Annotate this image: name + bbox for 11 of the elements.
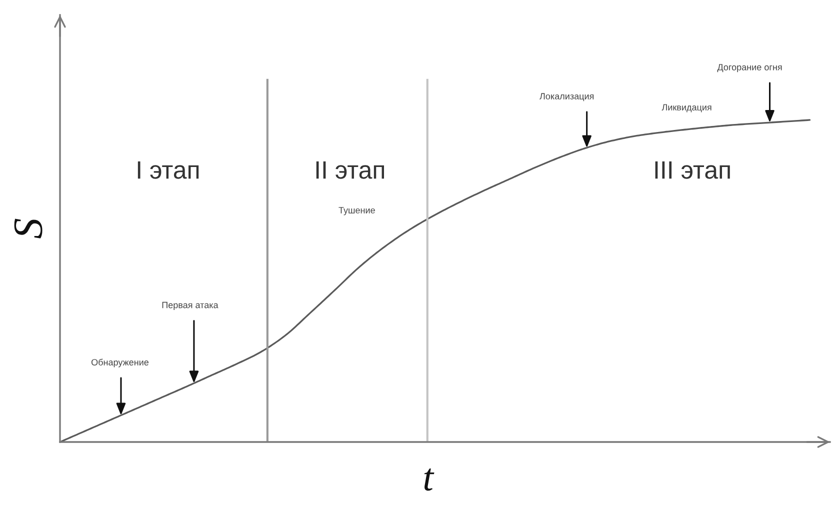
annotation: II этап (316, 161, 384, 179)
annotation: Обнаружение (91, 358, 148, 368)
annotation: Первая атака (162, 302, 218, 310)
text: Локализация (540, 93, 594, 102)
annotation: III этап (655, 161, 730, 179)
text: Догорание огня (717, 64, 782, 72)
annotation: I этап (138, 161, 199, 179)
annotation: Тушение (338, 207, 375, 216)
text: Ликвидация (662, 104, 712, 112)
y-axis-title: S (14, 218, 42, 238)
x-axis-title: t (424, 468, 434, 491)
